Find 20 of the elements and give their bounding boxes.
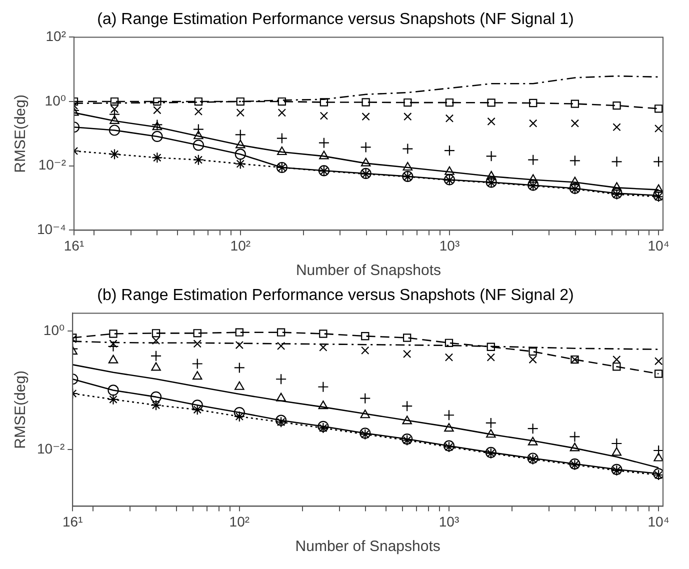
x-axis-title: Number of Snapshots: [295, 538, 440, 556]
y-tick-label: 10⁻²: [38, 156, 66, 173]
x-axis-title: Number of Snapshots: [296, 262, 442, 280]
y-tick-label: 10⁻²: [37, 440, 65, 456]
x-tick-label: 10²: [230, 237, 251, 254]
x-tick-label: 10²: [229, 513, 250, 530]
y-axis-title: RMSE(deg): [12, 94, 30, 173]
y-axis-title: RMSE(deg): [12, 370, 30, 449]
x-tick-label: 10³: [439, 237, 460, 254]
y-tick-label: 10⁻⁴: [36, 221, 66, 238]
y-tick-label: 10⁰: [44, 92, 66, 108]
y-tick-label: 10²: [46, 28, 66, 44]
x-tick-label: 10⁴: [648, 237, 670, 254]
chart-title: (b) Range Estimation Performance versus Snapshots (NF Signal 2): [97, 287, 574, 304]
x-tick-label: 10⁴: [648, 513, 670, 530]
chart-title: (a) Range Estimation Performance versus Snapshots (NF Signal 1): [97, 11, 574, 28]
x-tick-label: 16¹: [62, 513, 84, 530]
y-tick-label: 10⁰: [43, 322, 66, 338]
x-tick-label: 16¹: [64, 237, 84, 254]
x-tick-label: 10³: [438, 513, 460, 530]
